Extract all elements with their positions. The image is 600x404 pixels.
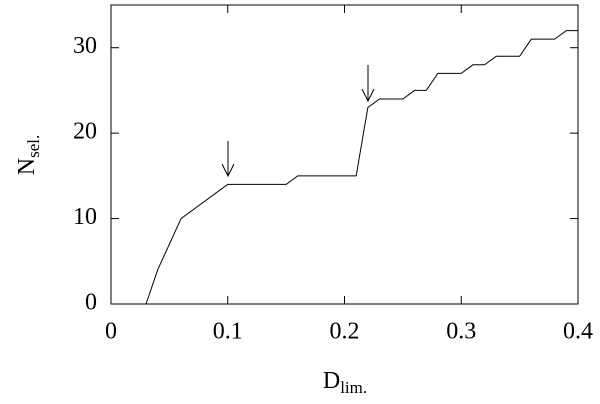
x-tick-label: 0	[105, 319, 117, 345]
y-tick-label: 20	[73, 119, 97, 145]
y-tick-label: 0	[85, 290, 97, 316]
y-axis-label-subscript: sel.	[24, 135, 43, 158]
plot-frame	[110, 4, 579, 305]
y-tick-label: 30	[73, 33, 97, 59]
x-tick-label: 0.1	[213, 319, 243, 345]
x-axis-label-subscript: lim.	[340, 378, 367, 397]
annotation-arrow	[221, 65, 375, 178]
y-tick-label: 10	[73, 204, 97, 230]
y-axis-label: Nsel.	[14, 135, 43, 175]
y-axis-label-main: N	[14, 158, 40, 175]
x-tick-label: 0.4	[563, 319, 593, 345]
x-tick-label: 0.2	[330, 319, 360, 345]
x-axis-label-main: D	[323, 368, 340, 394]
data-line	[145, 30, 578, 305]
x-axis-label: Dlim.	[323, 368, 367, 397]
x-tick-label: 0.3	[446, 319, 476, 345]
